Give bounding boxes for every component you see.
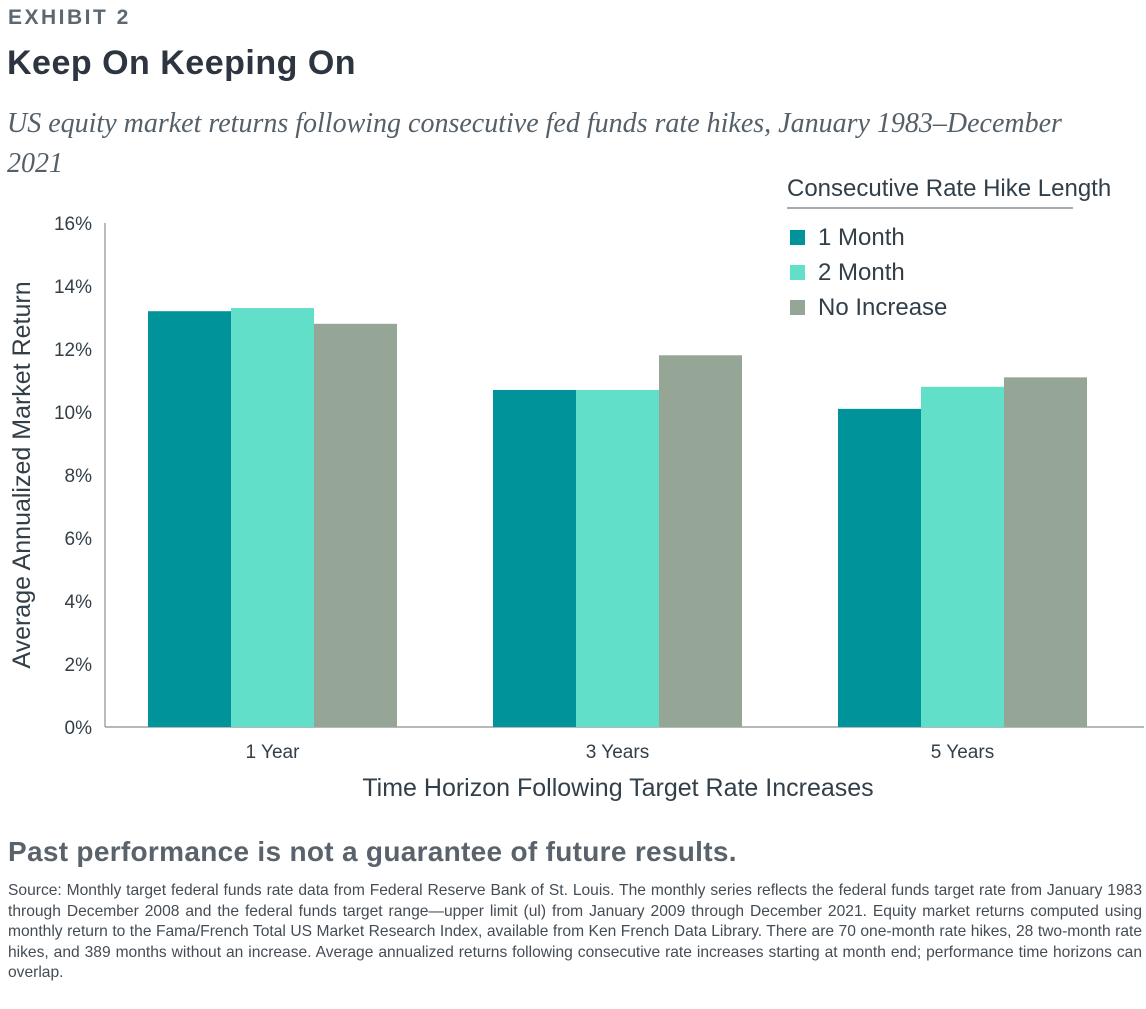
x-tick-label: 3 Years	[586, 742, 649, 763]
legend-swatch	[790, 265, 805, 280]
exhibit-label: EXHIBIT 2	[8, 6, 131, 29]
bar	[231, 308, 314, 727]
legend-title: Consecutive Rate Hike Length	[787, 175, 1111, 202]
y-tick-label: 4%	[65, 592, 93, 613]
x-axis-label: Time Horizon Following Target Rate Incre…	[362, 774, 873, 802]
y-tick-label: 0%	[65, 718, 93, 739]
legend-label: 1 Month	[818, 224, 905, 251]
performance-disclaimer: Past performance is not a guarantee of f…	[8, 836, 737, 867]
bar	[659, 355, 742, 727]
x-tick-label: 5 Years	[931, 742, 994, 763]
bar	[314, 323, 397, 727]
y-axis-label: Average Annualized Market Return	[8, 281, 36, 668]
bar	[148, 311, 231, 727]
y-tick-label: 16%	[54, 214, 92, 235]
x-tick-label: 1 Year	[246, 742, 301, 763]
legend-swatch	[790, 300, 805, 315]
bar	[838, 408, 921, 727]
y-tick-label: 2%	[65, 655, 93, 676]
bar-chart: 0% 2% 4% 6% 8% 10% 12% 14% 16% Average Annualized…	[8, 175, 1144, 802]
bar	[1004, 377, 1087, 727]
legend-label: 2 Month	[818, 259, 905, 286]
y-tick-label: 6%	[65, 529, 93, 550]
legend-label: No Increase	[818, 294, 947, 321]
y-tick-label: 12%	[54, 340, 92, 361]
y-tick-label: 8%	[65, 466, 93, 487]
source-note: Source: Monthly target federal funds rat…	[8, 882, 1142, 981]
chart-title: Keep On Keeping On	[7, 44, 357, 82]
y-tick-label: 10%	[54, 403, 92, 424]
legend-swatch	[790, 230, 805, 245]
bar	[921, 386, 1004, 727]
y-tick-label: 14%	[54, 277, 92, 298]
chart-subtitle: US equity market returns following conse…	[7, 108, 1062, 179]
bar	[576, 389, 659, 727]
bar	[493, 389, 576, 727]
